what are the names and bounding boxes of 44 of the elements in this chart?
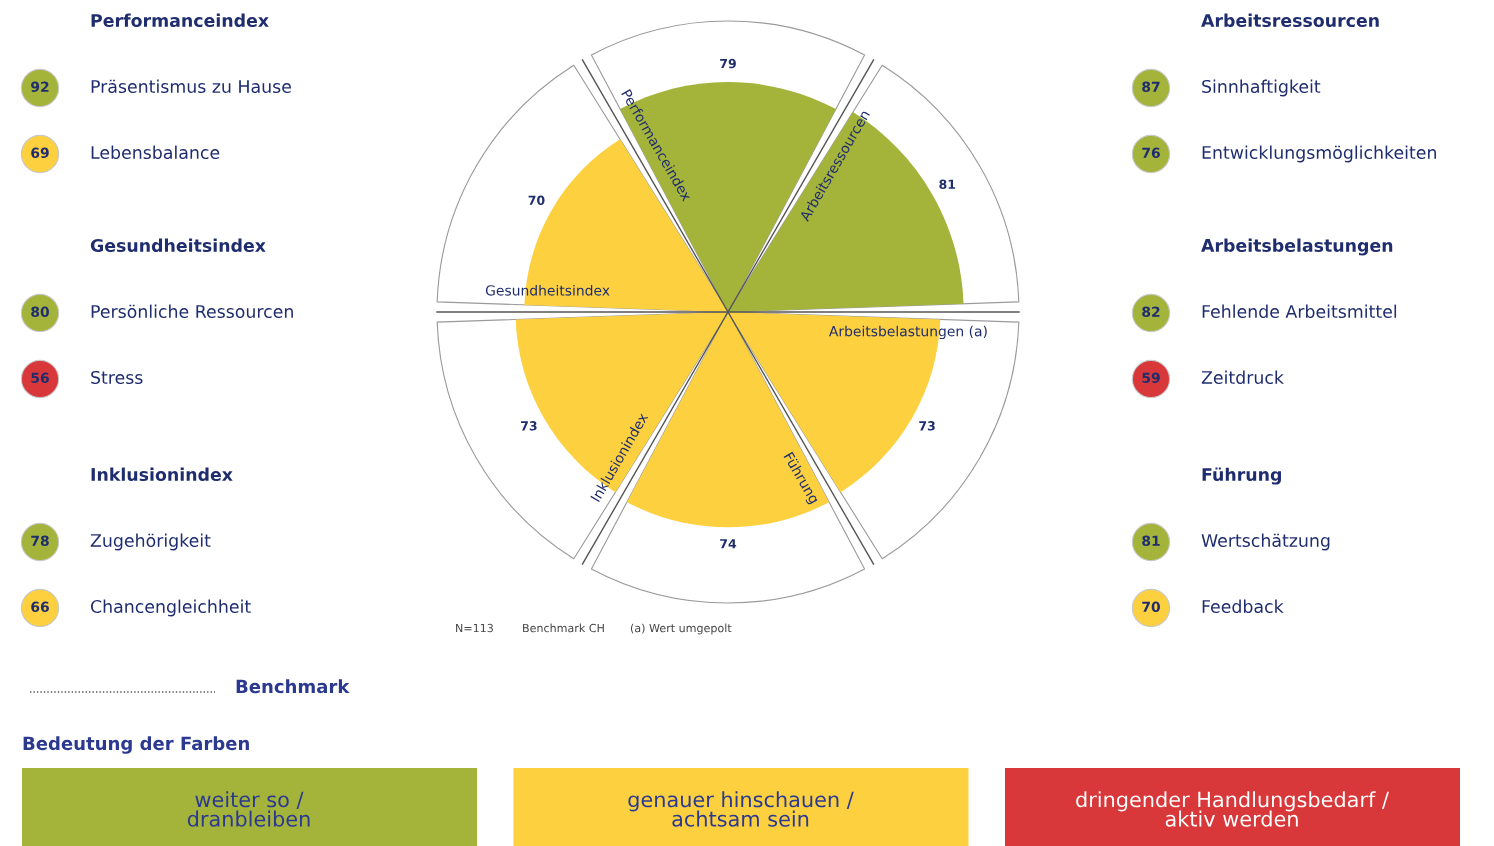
category-label: dringender Handlungsbedarf / aktiv werden [1076,791,1389,827]
data-label: 73 [521,421,537,431]
data-label: 92 [31,81,49,93]
category-label: Sinnhaftigkeit [1202,79,1321,97]
data-label: 74 [720,539,737,549]
data-label: 56 [31,372,49,384]
category-label: Fehlende Arbeitsmittel [1202,304,1397,319]
data-label: 79 [720,58,736,69]
data-label: 81 [1142,535,1160,547]
data-label: 76 [1142,147,1160,159]
text: Benchmark [236,679,350,694]
text: Gesundheitsindex [90,238,266,253]
category-label: Persönliche Ressourcen [91,304,293,319]
data-label: 87 [1142,81,1160,93]
data-label: 69 [31,147,49,159]
data-label: 70 [1142,601,1160,613]
data-label: 80 [31,306,49,318]
category-label: Zeitdruck [1201,370,1284,385]
category-label: Lebensbalance [91,145,220,160]
category-label: Wertschätzung [1201,533,1330,551]
data-label: 59 [1142,372,1160,384]
data-label: 70 [528,195,545,206]
text: (a) Wert umgepolt [630,623,732,635]
data-label: 82 [1142,306,1160,318]
text: Arbeitsbelastungen [1201,238,1393,256]
category-label: Entwicklungsmöglichkeiten [1202,145,1436,163]
text: Inklusionindex [91,467,233,482]
text: Führung [1202,467,1281,485]
text: N=113 [456,623,493,633]
text: Performanceindex [91,13,269,28]
category-label: Stress [91,370,143,385]
category-label: Chancengleichheit [90,599,251,617]
text: Benchmark CH [523,623,604,633]
data-label: 66 [31,601,49,613]
text: Arbeitsressourcen [1201,13,1379,28]
text: Bedeutung der Farben [23,736,249,754]
data-label: 73 [919,421,935,431]
category-label: genauer hinschauen / achtsam sein [628,791,854,827]
category-label: Zugehörigkeit [90,533,211,551]
category-label: Präsentismus zu Hause [91,79,291,94]
category-label: Feedback [1202,599,1284,614]
data-label: 81 [939,179,956,190]
category-label: weiter so / dranbleiben [187,791,310,827]
data-label: 78 [31,535,49,547]
